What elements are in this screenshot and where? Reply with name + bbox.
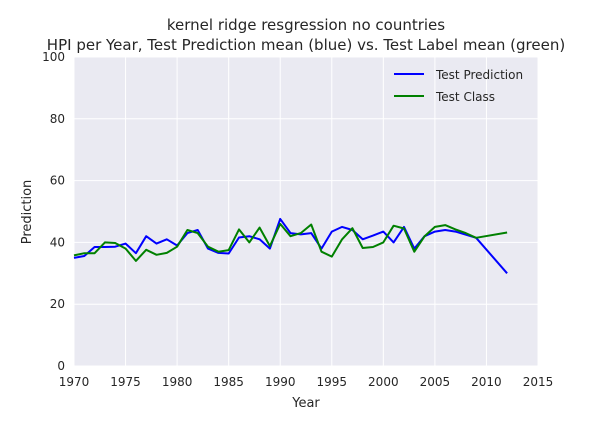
y-tick-label: 20 [50,297,65,311]
legend-label-test-class: Test Class [435,90,495,104]
series-line-test-prediction [73,217,508,274]
series-lines [73,217,508,274]
y-tick-label: 40 [50,235,65,249]
chart-title: kernel ridge resgression no countries [167,16,445,34]
x-tick-label: 2010 [471,375,502,389]
series-line-test-class [73,222,508,262]
legend-label-test-prediction: Test Prediction [435,68,523,82]
y-axis-label: Prediction [20,180,35,245]
y-tick-label: 80 [50,112,65,126]
y-tick-labels: 0 20 40 60 80 100 [42,50,65,373]
x-tick-label: 1995 [317,375,348,389]
legend: Test Prediction Test Class [394,68,523,104]
x-tick-label: 2005 [420,375,451,389]
x-tick-label: 1975 [110,375,141,389]
y-tick-label: 0 [57,359,65,373]
x-tick-label: 1980 [162,375,193,389]
gridlines [73,56,539,367]
x-axis-label: Year [291,396,320,411]
y-tick-label: 60 [50,174,65,188]
x-tick-label: 1990 [265,375,296,389]
x-tick-label: 1985 [213,375,244,389]
x-tick-label: 2000 [368,375,399,389]
y-tick-label: 100 [42,50,65,64]
plot-area [74,57,538,366]
chart-subtitle: HPI per Year, Test Prediction mean (blue… [47,36,565,54]
x-tick-labels: 1970 1975 1980 1985 1990 1995 2000 2005 2010 2015 [59,375,554,389]
x-tick-label: 2015 [523,375,554,389]
x-tick-label: 1970 [59,375,90,389]
